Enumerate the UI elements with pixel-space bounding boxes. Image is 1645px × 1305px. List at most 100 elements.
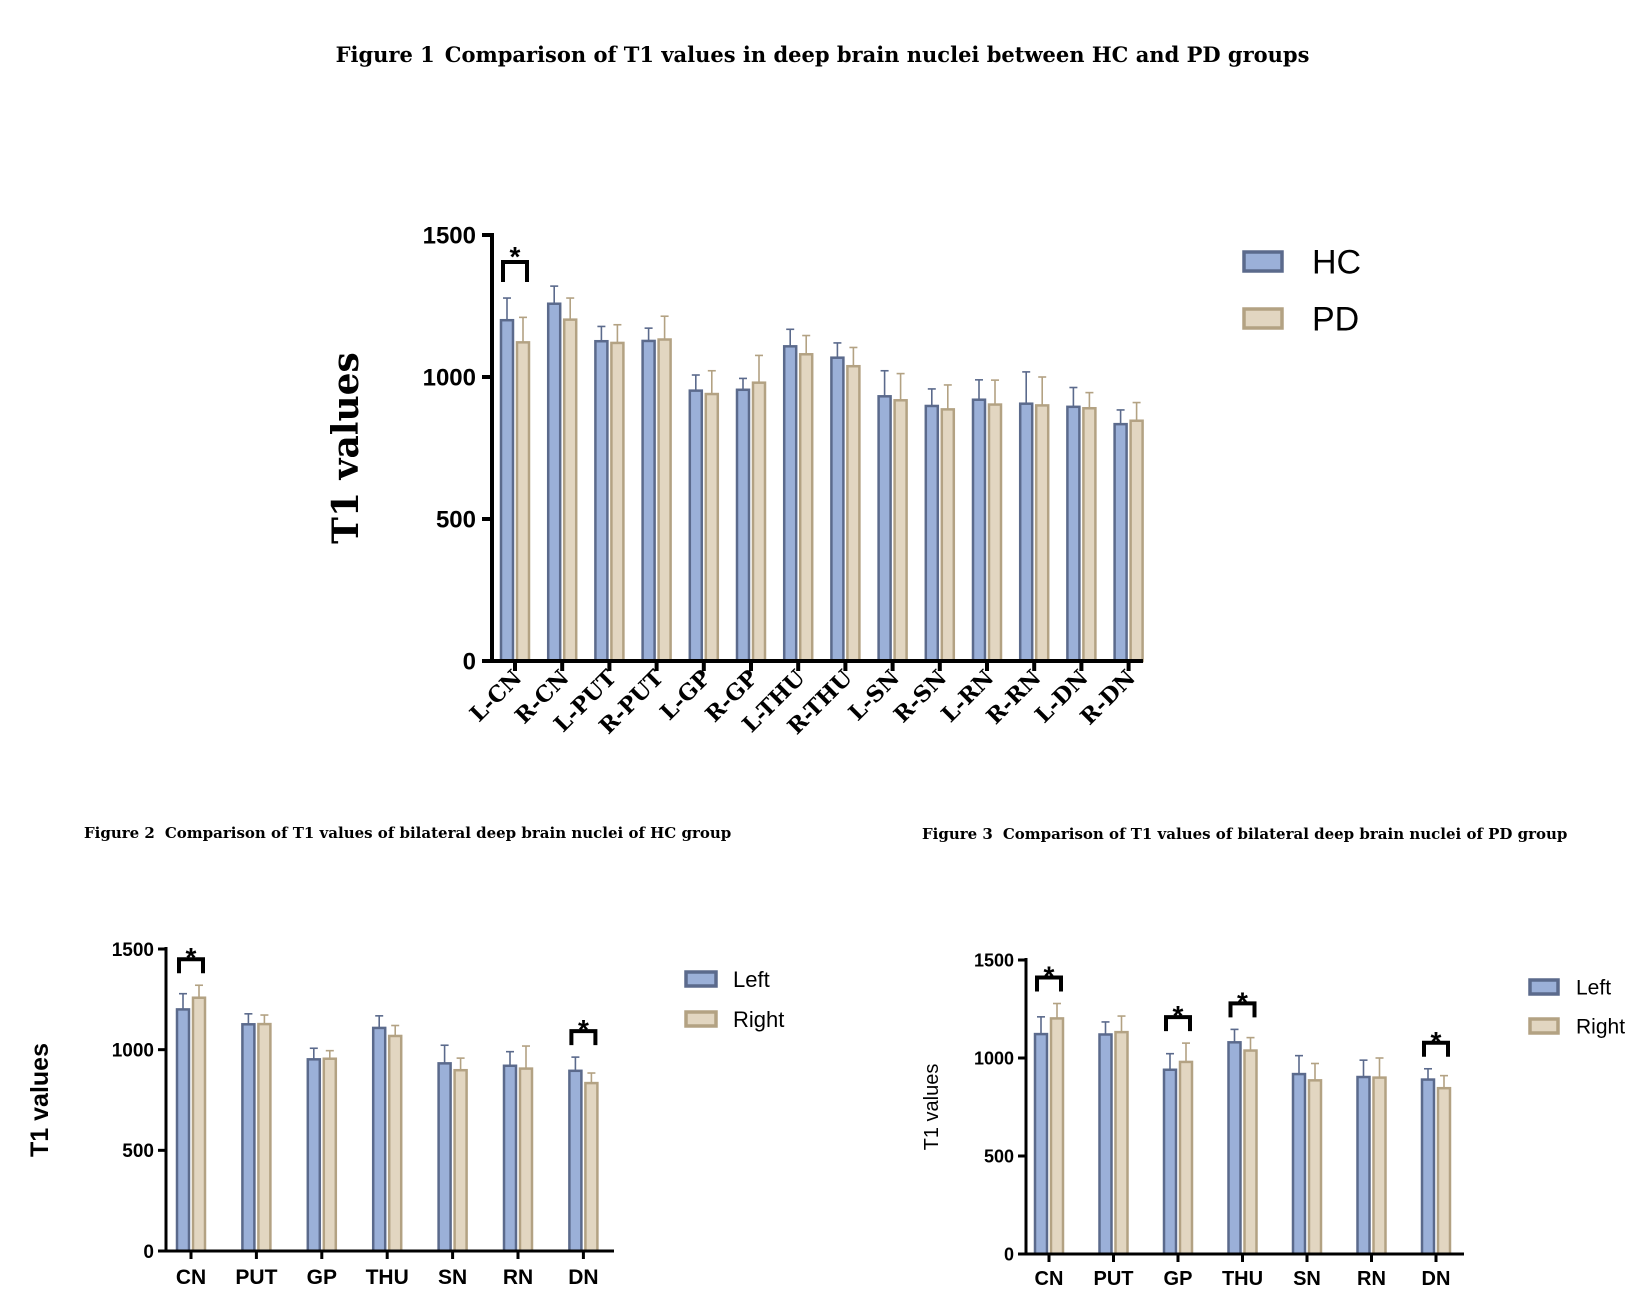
fig2-x-tick-label: RN — [503, 1266, 533, 1289]
fig1-x-tick-label: R-SN — [889, 665, 952, 728]
fig3-bar-left — [1227, 1041, 1242, 1256]
fig1-y-tick-label: 500 — [436, 507, 476, 534]
fig3-bar-left — [1356, 1075, 1371, 1256]
fig1-y-axis-label: T1 values — [325, 352, 367, 544]
fig1-significance-star: * — [510, 241, 521, 272]
fig2-y-tick-label: 0 — [143, 1242, 154, 1263]
fig3-significance-star: * — [1173, 1000, 1184, 1031]
fig1-legend-label-pd: PD — [1312, 301, 1359, 339]
fig2-bar-left — [241, 1023, 256, 1253]
fig2-bar-right — [453, 1068, 468, 1253]
fig2-x-tick-label: SN — [438, 1266, 467, 1289]
fig3-bar-right — [1436, 1086, 1452, 1256]
fig3-y-tick-label: 500 — [984, 1146, 1014, 1166]
fig3-x-tick-label: CN — [1035, 1268, 1064, 1290]
fig3-significance-star: * — [1237, 986, 1248, 1017]
fig3-legend-label-left: Left — [1576, 977, 1611, 1000]
fig1-bar-hc — [877, 395, 892, 663]
fig3-x-tick-label: PUT — [1094, 1268, 1134, 1290]
fig3-legend-swatch-right — [1528, 1017, 1560, 1035]
fig2-legend-label-right: Right — [733, 1007, 784, 1032]
fig3-significance-bracket — [1035, 975, 1063, 992]
fig2-significance-star: * — [186, 942, 197, 973]
figure-1-title: Comparison of T1 values in deep brain nu… — [444, 42, 1310, 67]
fig3-bar-right — [1372, 1076, 1387, 1256]
figure-1-number: Figure 1 — [335, 42, 435, 67]
fig3-y-axis-label: T1 values — [921, 1064, 943, 1151]
fig1-bar-hc — [594, 339, 609, 663]
fig2-legend-swatch-right — [684, 1010, 718, 1028]
fig1-bar-hc — [830, 356, 845, 663]
fig1-bar-pd — [893, 399, 908, 663]
fig1-bar-pd — [657, 338, 672, 663]
fig2-x-tick-label: GP — [307, 1266, 337, 1289]
fig2-bar-left — [306, 1058, 322, 1253]
figure-1-caption: Figure 1 Comparison of T1 values in deep … — [0, 42, 1645, 67]
fig1-bar-pd — [515, 341, 531, 663]
fig1-bar-hc — [1066, 405, 1081, 663]
fig2-bar-right — [518, 1067, 534, 1253]
fig1-bar-hc — [546, 302, 562, 663]
fig3-x-tick-label: SN — [1293, 1268, 1321, 1290]
fig1-bar-hc — [735, 388, 751, 663]
fig1-y-tick-label: 1000 — [423, 365, 476, 392]
fig1-bar-pd — [940, 408, 956, 663]
fig3-bar-left — [1420, 1078, 1436, 1256]
fig2-bar-right — [191, 996, 207, 1253]
fig2-bar-left — [175, 1008, 191, 1253]
fig2-bar-right — [322, 1057, 338, 1253]
fig2-y-axis-label: T1 values — [26, 1043, 54, 1157]
figure-2-caption: Figure 2 Comparison of T1 values of bilat… — [84, 824, 731, 842]
figure-3-title: Comparison of T1 values of bilateral dee… — [1002, 825, 1568, 843]
fig3-y-tick-label: 1500 — [974, 950, 1014, 970]
fig2-legend-label-left: Left — [733, 967, 770, 992]
fig1-bar-hc — [641, 339, 656, 663]
fig2-significance-bracket — [177, 957, 205, 974]
fig2-y-tick-label: 1500 — [112, 940, 154, 961]
fig1-x-tick-label: R-DN — [1075, 665, 1140, 730]
fig3-bar-right — [1243, 1049, 1258, 1256]
fig1-bar-pd — [987, 403, 1003, 663]
fig1-bar-pd — [1034, 404, 1050, 663]
fig1-bar-hc — [924, 404, 940, 663]
fig1-legend-label-hc: HC — [1312, 244, 1361, 282]
fig1-bar-pd — [610, 341, 625, 663]
fig1-bar-pd — [704, 392, 720, 663]
fig3-significance-bracket — [1422, 1040, 1450, 1057]
figure-2-title: Comparison of T1 values of bilateral dee… — [164, 824, 732, 842]
fig1-bar-hc — [971, 398, 987, 663]
figure-3-caption: Figure 3 Comparison of T1 values of bilat… — [922, 825, 1567, 843]
fig2-bar-right — [387, 1034, 403, 1253]
fig3-bar-left — [1162, 1068, 1178, 1256]
fig3-bar-right — [1114, 1030, 1129, 1256]
fig3-bar-right — [1307, 1079, 1323, 1256]
fig2-bar-left — [568, 1069, 583, 1253]
fig3-bar-left — [1033, 1032, 1049, 1256]
fig2-x-tick-label: DN — [568, 1266, 598, 1289]
fig2-bar-left — [371, 1026, 387, 1253]
fig1-bar-pd — [751, 381, 767, 663]
fig2-bar-left — [502, 1064, 518, 1253]
fig3-legend-swatch-left — [1528, 978, 1560, 996]
fig2-legend-swatch-left — [684, 970, 718, 988]
fig1-legend-swatch-hc — [1242, 250, 1284, 273]
fig2-significance-star: * — [578, 1014, 589, 1045]
fig2-x-tick-label: PUT — [235, 1266, 277, 1289]
fig3-x-tick-label: GP — [1164, 1268, 1193, 1290]
fig1-bar-pd — [1082, 406, 1097, 663]
fig2-x-tick-label: THU — [366, 1266, 409, 1289]
fig3-y-tick-label: 0 — [1004, 1244, 1014, 1264]
fig3-y-tick-label: 1000 — [974, 1048, 1014, 1068]
fig1-y-tick-label: 1500 — [423, 223, 476, 250]
fig3-bar-right — [1049, 1017, 1065, 1256]
fig1-legend-swatch-pd — [1242, 307, 1284, 330]
fig3-x-tick-label: DN — [1422, 1268, 1451, 1290]
fig3-x-tick-label: RN — [1357, 1268, 1386, 1290]
fig1-x-tick-label: R-RN — [982, 665, 1047, 730]
fig2-x-tick-label: CN — [176, 1266, 206, 1289]
fig1-bar-pd — [798, 353, 814, 663]
fig1-bar-hc — [782, 345, 798, 663]
fig3-bar-left — [1291, 1072, 1307, 1256]
fig3-legend-label-right: Right — [1576, 1016, 1625, 1039]
fig1-significance-bracket — [501, 260, 529, 283]
